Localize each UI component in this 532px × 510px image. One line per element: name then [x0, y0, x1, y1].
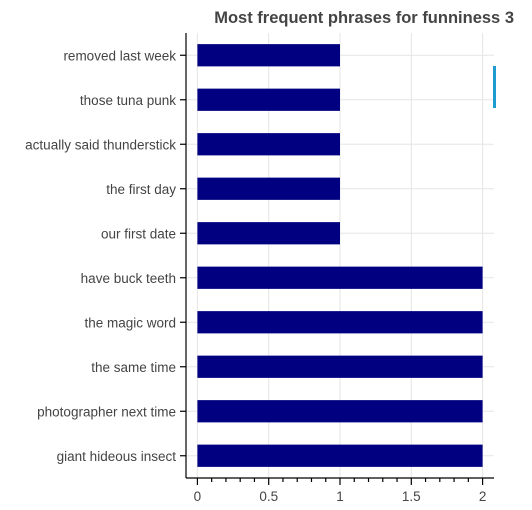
x-axis: 0 0.5 1 1.5 2 — [186, 477, 494, 504]
y-tick-label: the magic word — [84, 315, 176, 330]
chart-title: Most frequent phrases for funniness 3 — [214, 9, 514, 27]
y-tick-label: our first date — [101, 226, 176, 241]
toolbar-accent-bar[interactable] — [493, 66, 496, 108]
bar — [197, 88, 340, 111]
bar — [197, 355, 483, 378]
y-axis: removed last week those tuna punk actually… — [25, 33, 187, 478]
y-tick-label: giant hideous insect — [57, 449, 177, 464]
bar — [197, 177, 340, 200]
bar — [197, 400, 483, 423]
bar — [197, 311, 483, 334]
y-tick-label: those tuna punk — [80, 93, 176, 108]
bar — [197, 266, 483, 289]
x-tick-label: 1.5 — [402, 489, 421, 504]
bar — [197, 222, 340, 245]
x-tick-label: 1 — [336, 489, 344, 504]
x-tick-label: 2 — [479, 489, 487, 504]
bars — [197, 44, 483, 467]
x-tick-label: 0 — [194, 489, 202, 504]
y-tick-label: the same time — [91, 360, 176, 375]
y-tick-label: photographer next time — [37, 404, 176, 419]
bar — [197, 44, 340, 67]
y-tick-label: the first day — [106, 182, 176, 197]
bar — [197, 444, 483, 467]
y-tick-label: removed last week — [63, 48, 176, 63]
y-tick-label: have buck teeth — [81, 271, 176, 286]
bar — [197, 133, 340, 156]
x-tick-label: 0.5 — [259, 489, 278, 504]
y-tick-label: actually said thunderstick — [25, 137, 176, 152]
